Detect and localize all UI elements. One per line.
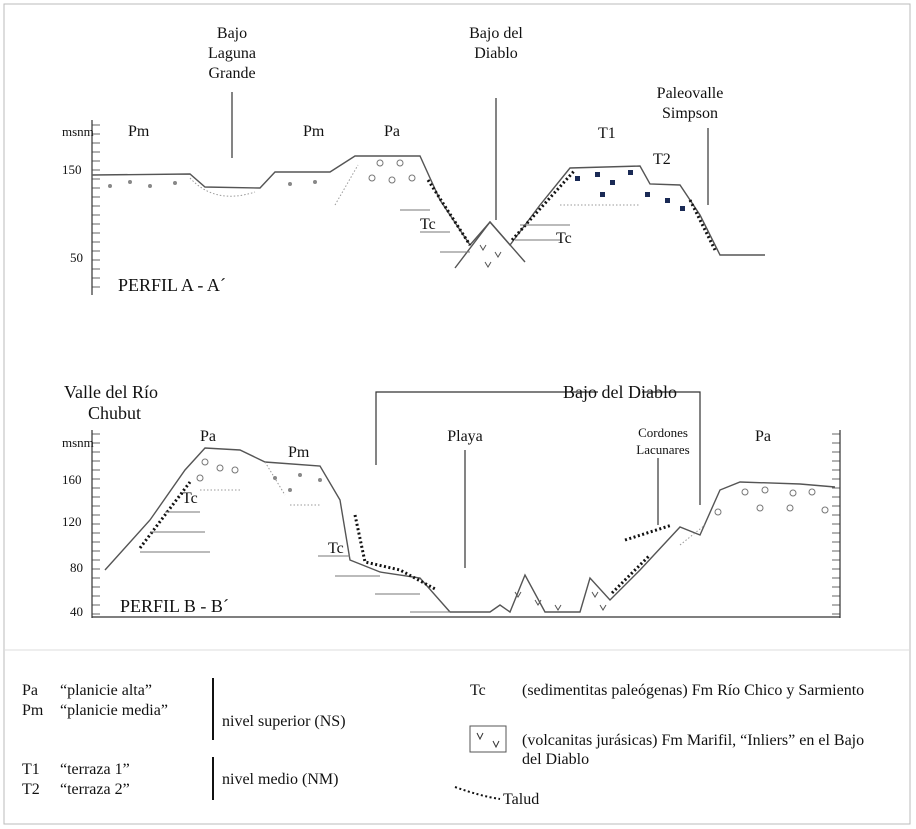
unit: Pm bbox=[288, 444, 310, 461]
legend-name: “terraza 2” bbox=[60, 781, 130, 798]
place: Bajo bbox=[217, 25, 247, 42]
unit: Pm bbox=[303, 123, 325, 140]
legend-name: “planicie media” bbox=[60, 702, 168, 719]
profile-line bbox=[105, 448, 835, 612]
v-marks bbox=[480, 245, 501, 267]
tick-label: 160 bbox=[62, 472, 82, 487]
legend-name: (sedimentitas paleógenas) Fm Río Chico y… bbox=[522, 682, 864, 699]
legend-swatch bbox=[470, 726, 506, 752]
tick-label: 80 bbox=[70, 560, 83, 575]
legend-name: del Diablo bbox=[522, 751, 589, 768]
tick-label: 150 bbox=[62, 162, 82, 177]
legend-code: T1 bbox=[22, 761, 40, 778]
legend-code: Pm bbox=[22, 702, 44, 719]
place: Chubut bbox=[88, 403, 141, 423]
profile-title: PERFIL A - A´ bbox=[118, 275, 226, 295]
unit: Pm bbox=[128, 123, 150, 140]
circles bbox=[369, 160, 415, 183]
place: Bajo del bbox=[469, 25, 523, 42]
place: Playa bbox=[447, 428, 483, 445]
legend-name: (volcanitas jurásicas) Fm Marifil, “Inli… bbox=[522, 732, 864, 749]
figure: msnm 150 50 Bajo Laguna Grande Bajo del … bbox=[0, 0, 916, 829]
dots bbox=[273, 473, 322, 492]
tick-label: 50 bbox=[70, 250, 83, 265]
unit: Tc bbox=[420, 216, 436, 233]
legend-name: Talud bbox=[503, 791, 539, 808]
v-marks bbox=[515, 592, 606, 610]
unit: T1 bbox=[598, 125, 616, 142]
unit: Tc bbox=[328, 540, 344, 557]
legend-code: Tc bbox=[470, 682, 486, 699]
circles bbox=[197, 459, 828, 515]
legend-name: “terraza 1” bbox=[60, 761, 130, 778]
place: Cordones bbox=[638, 425, 688, 440]
tick-label: 40 bbox=[70, 604, 83, 619]
legend-level: nivel superior (NS) bbox=[222, 713, 346, 730]
place: Bajo del Diablo bbox=[563, 382, 677, 402]
unit: Tc bbox=[556, 230, 572, 247]
legend-name: “planicie alta” bbox=[60, 682, 152, 699]
legend-code: Pa bbox=[22, 682, 38, 699]
place: Laguna bbox=[208, 45, 256, 62]
unit: T2 bbox=[653, 151, 671, 168]
legend-talud bbox=[455, 787, 500, 799]
axis-unit: msnm bbox=[62, 124, 94, 139]
place: Grande bbox=[208, 65, 255, 82]
profile-line bbox=[92, 156, 765, 255]
place: Valle del Río bbox=[64, 382, 158, 402]
place: Simpson bbox=[662, 105, 718, 122]
unit: Pa bbox=[200, 428, 216, 445]
contact bbox=[200, 462, 705, 545]
inlier bbox=[455, 222, 525, 268]
legend-level: nivel medio (NM) bbox=[222, 771, 338, 788]
place: Paleovalle bbox=[657, 85, 724, 102]
unit: Pa bbox=[755, 428, 771, 445]
v-marks bbox=[477, 733, 499, 747]
profile-title: PERFIL B - B´ bbox=[120, 596, 229, 616]
axis-ticks bbox=[92, 125, 840, 614]
unit: Pa bbox=[384, 123, 400, 140]
tick-label: 120 bbox=[62, 514, 82, 529]
place: Diablo bbox=[474, 45, 518, 62]
legend-code: T2 bbox=[22, 781, 40, 798]
axis-unit: msnm bbox=[62, 435, 94, 450]
unit: Tc bbox=[182, 490, 198, 507]
place: Lacunares bbox=[636, 442, 689, 457]
